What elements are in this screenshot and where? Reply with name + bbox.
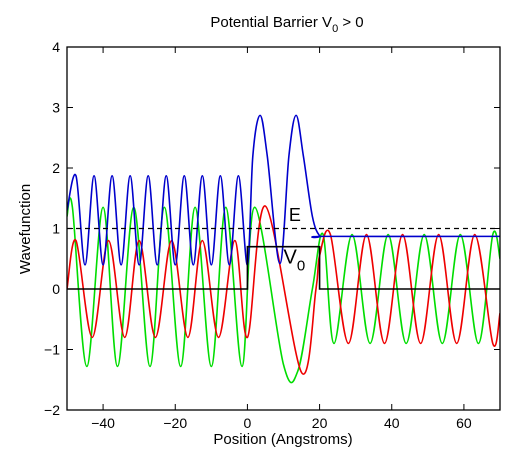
x-tick-label: 60 [456, 415, 472, 431]
y-tick-label: 2 [52, 160, 60, 176]
y-tick-label: 0 [52, 281, 60, 297]
chart-title-subscript: 0 [332, 23, 338, 35]
energy-label: E [289, 205, 301, 225]
x-tick-label: 20 [312, 415, 328, 431]
x-tick-label: −40 [91, 415, 115, 431]
y-tick-label: −1 [44, 342, 60, 358]
series-probability-density [67, 114, 500, 266]
y-tick-label: −2 [44, 402, 60, 418]
y-tick-label: 1 [52, 221, 60, 237]
y-tick-label: 4 [52, 39, 60, 55]
chart-title-main: Potential Barrier V [210, 14, 332, 31]
x-tick-label: −20 [163, 415, 187, 431]
barrier-label-main: V [284, 247, 298, 269]
chart-title: Potential Barrier V0 > 0 [210, 14, 363, 35]
chart-title-suffix: > 0 [338, 14, 363, 31]
x-axis-label: Position (Angstroms) [213, 431, 352, 448]
curves-group [67, 114, 500, 384]
y-axis-label: Wavefunction [17, 184, 34, 274]
x-tick-label: 40 [384, 415, 400, 431]
barrier-label: V0 [284, 247, 306, 275]
y-tick-label: 3 [52, 100, 60, 116]
potential-barrier-line [67, 245, 500, 290]
x-tick-label: 0 [244, 415, 252, 431]
series-imaginary-part [67, 205, 500, 375]
barrier-label-subscript: 0 [297, 258, 305, 275]
